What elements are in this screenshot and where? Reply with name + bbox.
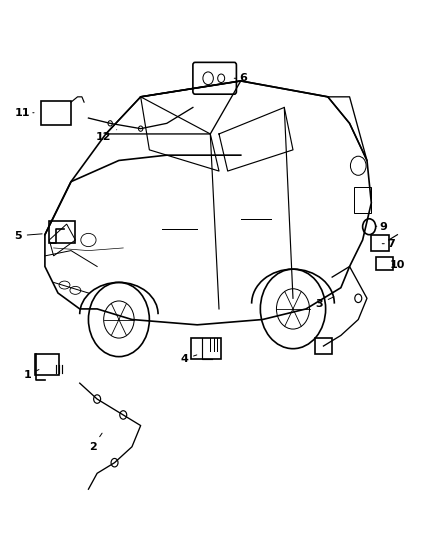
Text: 1: 1 xyxy=(24,369,39,380)
Text: 11: 11 xyxy=(14,108,34,118)
Text: 5: 5 xyxy=(14,231,42,241)
Text: 12: 12 xyxy=(96,130,117,142)
Text: 4: 4 xyxy=(180,354,197,364)
Text: 7: 7 xyxy=(382,239,395,249)
Text: 3: 3 xyxy=(315,297,334,309)
Text: 10: 10 xyxy=(390,260,405,270)
Text: 2: 2 xyxy=(89,433,102,452)
Text: 9: 9 xyxy=(376,222,388,232)
Text: 6: 6 xyxy=(234,73,247,83)
